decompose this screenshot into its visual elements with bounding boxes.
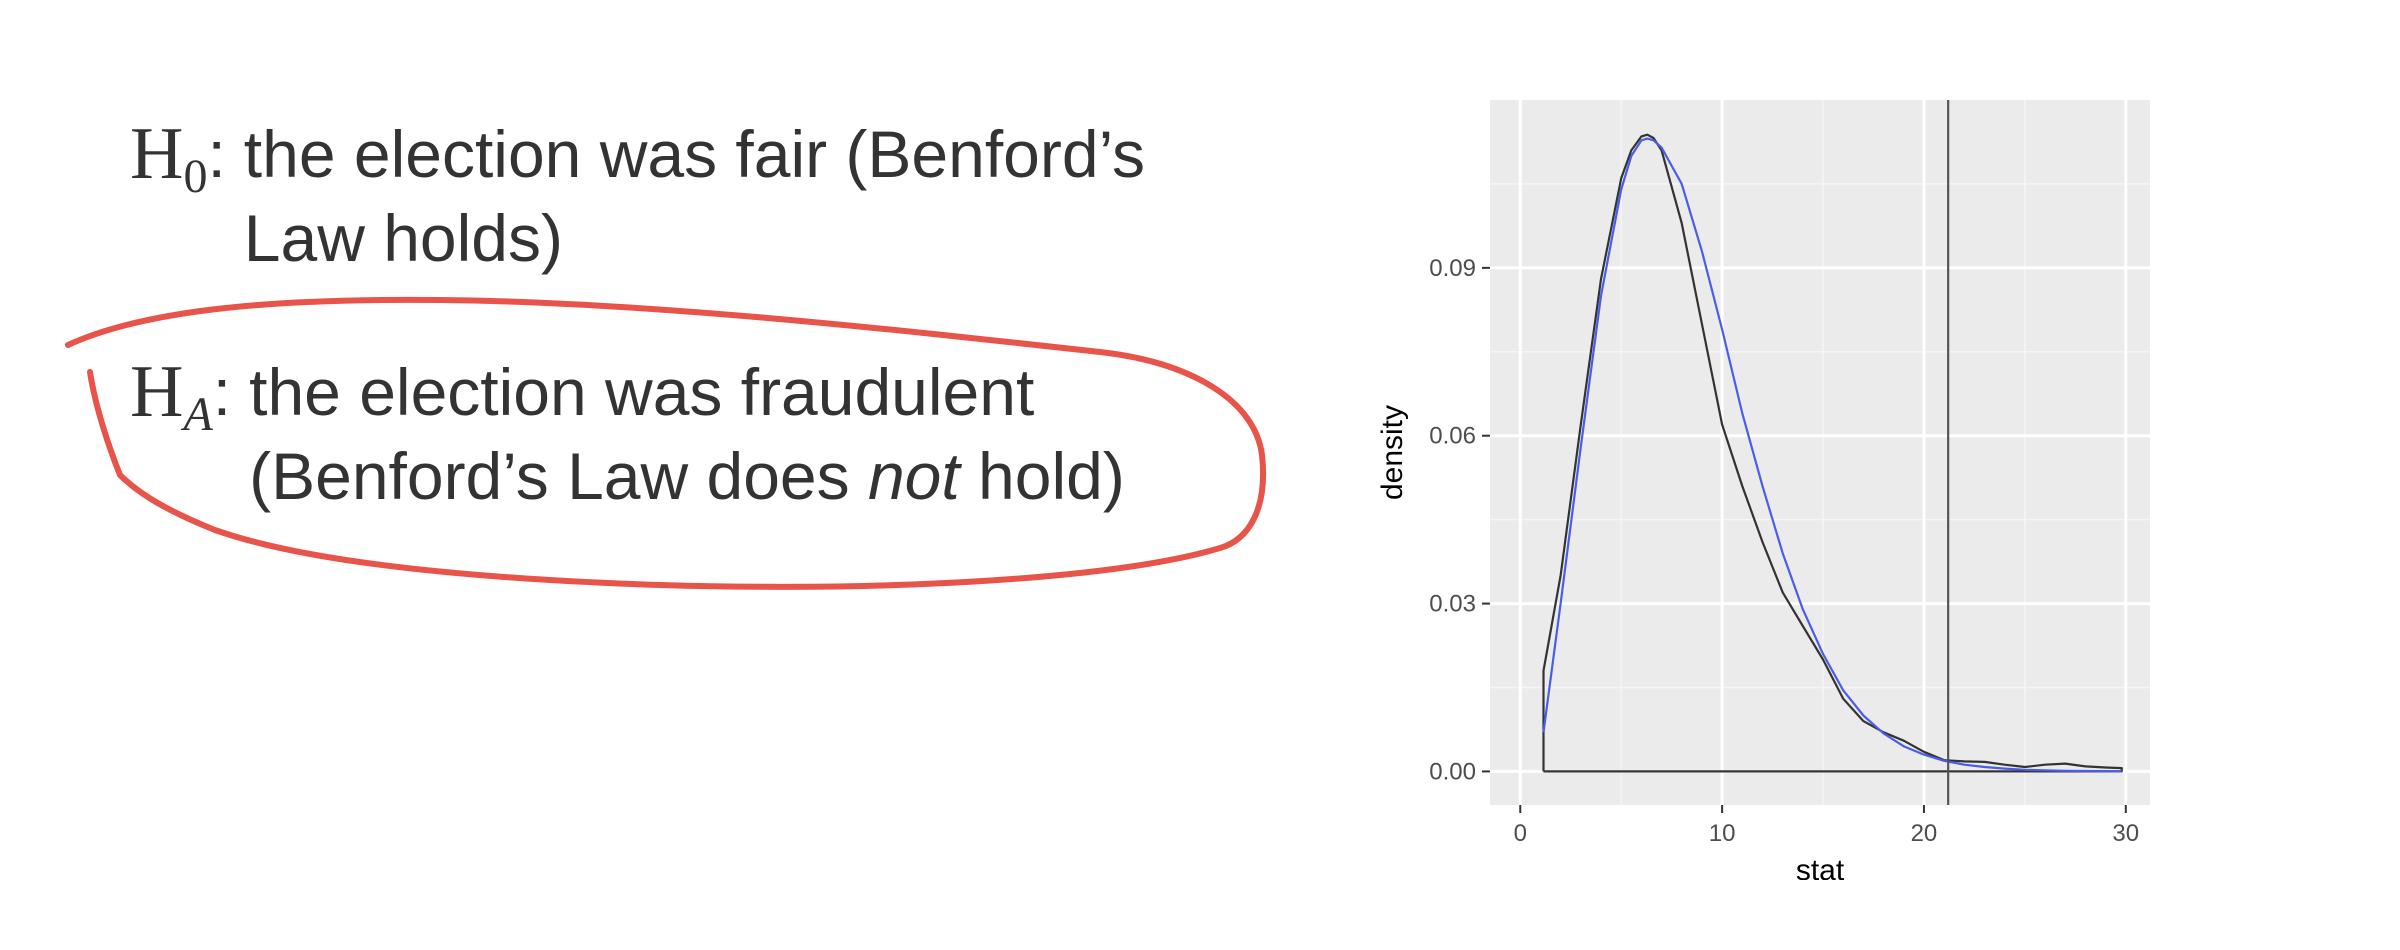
series-line-1 <box>1542 137 2122 773</box>
plot-panel <box>1490 100 2150 805</box>
null-hypothesis-colon: : <box>207 117 226 191</box>
y-axis: 0.00 0.03 0.06 0.09 <box>1429 255 1490 785</box>
density-chart: 0 10 20 30 0.00 0.03 0.06 0.09 stat density <box>1380 100 2150 880</box>
null-hypothesis-text: the election was fair (Benford’s Law hol… <box>244 112 1145 280</box>
y-tick-label: 0.00 <box>1429 758 1476 785</box>
alternative-hypothesis-text: the election was fraudulent (Benford’s L… <box>249 350 1125 518</box>
x-tick-label: 10 <box>1709 820 1736 847</box>
alternative-hypothesis-colon: : <box>212 355 232 429</box>
null-hypothesis-line-1: the election was fair (Benford’s <box>243 117 1146 191</box>
grid-minor <box>1490 100 2150 805</box>
x-tick-label: 30 <box>2112 820 2139 847</box>
series-line-0 <box>1542 133 2123 773</box>
y-axis-label: density <box>1380 405 1409 500</box>
null-hypothesis-symbol: H0 <box>130 113 208 203</box>
y-tick-label: 0.06 <box>1429 423 1476 450</box>
y-tick-label: 0.09 <box>1429 255 1476 282</box>
x-axis: 0 10 20 30 <box>1514 805 2139 847</box>
null-hypothesis-subscript: 0 <box>183 150 208 203</box>
alternative-hypothesis: HA : the election was fraudulent (Benfor… <box>130 350 1125 518</box>
not-emphasis: not <box>867 439 960 513</box>
alternative-hypothesis-subscript: A <box>183 388 213 441</box>
null-hypothesis-line-2: Law holds) <box>243 201 563 275</box>
x-axis-label: stat <box>1796 854 1845 880</box>
series-layer <box>1542 133 2123 773</box>
x-tick-label: 20 <box>1911 820 1938 847</box>
alternative-hypothesis-line-2: (Benford’s Law does not hold) <box>249 439 1125 513</box>
x-tick-label: 0 <box>1514 820 1527 847</box>
null-hypothesis: H0 : the election was fair (Benford’s La… <box>130 112 1145 280</box>
annotation-stroke <box>65 296 1267 590</box>
y-tick-label: 0.03 <box>1429 591 1476 618</box>
alternative-hypothesis-line-1: the election was fraudulent <box>249 355 1035 429</box>
alternative-hypothesis-symbol: HA <box>130 351 213 441</box>
